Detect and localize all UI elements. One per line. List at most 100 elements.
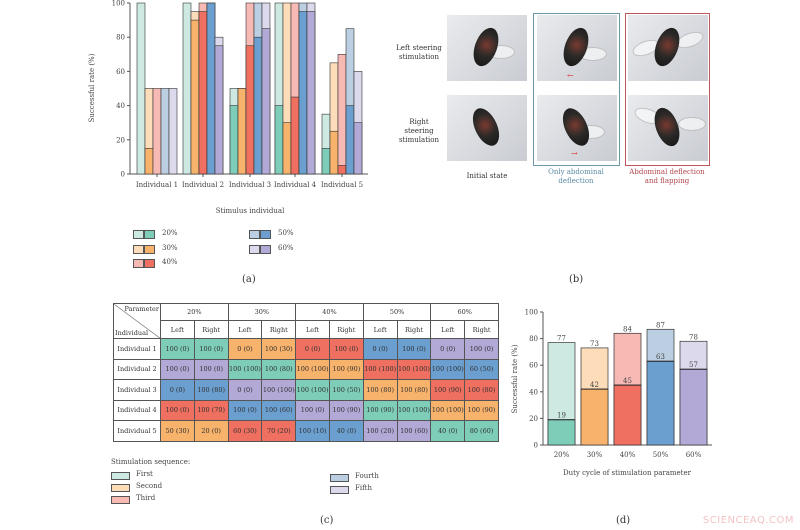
table-cell: 100 (20) [362,420,398,442]
param-header: 40% [295,303,364,321]
side-header-right: Right [464,320,499,339]
table-cell: 100 (30) [261,338,297,360]
table-cell: 100 (90) [464,399,499,421]
bar-first [613,384,642,446]
corner-individual-label: Individual [115,329,149,337]
table-cell: 0 (0) [227,379,263,401]
row-header: Individual 2 [113,358,161,380]
table-cell: 100 (80) [193,379,229,401]
watermark: SCIENCEAQ.COM [702,515,794,526]
sequence-swatch [111,496,130,504]
data-label-first: 57 [689,361,698,369]
bar-total-40% [337,53,347,175]
chart-d-xlabel: Duty cycle of stimulation parameter [563,469,692,477]
legend-label: 20% [162,229,178,237]
chart-a-xlabel: Stimulus individual [216,207,285,215]
table-cell: 100 (100) [396,358,432,380]
bar-first-50% [206,2,216,175]
bar-first-50% [253,36,263,175]
bar-first-40% [198,11,208,175]
corner-parameter-label: Parameter [124,305,159,313]
table-cell: 100 (0) [193,358,229,380]
table-cell: 100 (50) [328,379,364,401]
bar-total-40% [152,88,162,175]
data-label-first: 45 [623,377,632,385]
bar-total-50% [160,88,170,175]
y-tick-label: 40 [116,102,125,110]
legend-swatch-light [249,230,260,239]
table-cell: 100 (60) [396,420,432,442]
bar-first [646,360,675,446]
x-tick-label: Individual 4 [274,181,317,189]
legend-label: 60% [278,244,294,252]
x-tick-label: 20% [554,451,570,459]
bar-first-30% [237,88,247,175]
y-tick-label: 100 [112,0,125,8]
row-header: Individual 3 [113,379,161,401]
table-row: Individual 4 100 (0) 100 (70) 100 (0) 100 (6… [113,399,499,421]
bar-first-30% [329,130,339,175]
bar-first-50% [345,105,355,175]
bar-total-20% [182,2,192,175]
table-cell: 100 (80) [362,379,398,401]
y-tick-label: 40 [529,388,538,396]
table-cell: 100 (0) [160,358,195,380]
table-cell: 100 (80) [464,379,499,401]
table-cell: 100 (70) [193,399,229,421]
y-tick-label: 80 [529,335,538,343]
deflection-flapping-frame [625,13,710,166]
sequence-label: First [136,470,153,478]
table-cell: 100 (0) [295,399,330,421]
y-tick-label: 20 [116,136,125,144]
bar-first [679,368,708,446]
table-cell: 0 (0) [362,338,398,360]
table-cell: 70 (20) [261,420,297,442]
x-tick-label: 60% [686,451,702,459]
row-label-left: Left steering stimulation [396,44,442,61]
y-tick-label: 0 [534,442,538,450]
panel-label-c: (c) [320,515,334,526]
table-row: Individual 5 50 (30) 20 (0) 60 (30) 70 (20) 1… [113,420,499,442]
table-corner: Parameter Individual [113,303,161,339]
table-cell: 100 (80) [261,358,297,380]
data-label-total: 73 [590,340,599,348]
side-header-right: Right [328,320,364,339]
legend-swatch-dark [144,259,155,268]
table-cell: 100 (80) [396,379,432,401]
table-cell: 100 (0) [227,399,263,421]
x-tick-label: Individual 5 [321,181,363,189]
legend-swatch-dark [144,245,155,254]
table-cell: 60 (30) [227,420,263,442]
caption-deflection: Only abdominal deflection [548,168,604,185]
bar-first-40% [337,165,347,175]
side-header-left: Left [295,320,330,339]
sequence-label: Third [136,494,156,502]
table-cell: 100 (100) [227,358,263,380]
sequence-swatch [111,484,130,492]
x-tick-label: 40% [620,451,636,459]
y-tick-label: 60 [529,362,538,370]
table-cell: 100 (0) [160,338,195,360]
table-cell: 0 (0) [430,338,466,360]
sequence-swatch [330,474,349,482]
y-tick-label: 0 [121,171,125,179]
row-label-right: Right steering stimulation [399,118,439,144]
data-label-total: 78 [689,333,698,341]
side-header-left: Left [227,320,263,339]
table-cell: 100 (60) [261,399,297,421]
panel-label-a: (a) [242,274,256,285]
table-cell: 60 (50) [464,358,499,380]
data-label-first: 42 [590,381,599,389]
data-label-total: 77 [557,335,566,343]
sequence-legend-title: Stimulation sequence: [111,458,191,466]
x-tick-label: Individual 1 [136,181,178,189]
table-cell: 100 (100) [430,399,466,421]
table-cell: 100 (0) [160,399,195,421]
y-tick-label: 20 [529,415,538,423]
stimulation-table: Parameter Individual 20% 30% 40% 50% 60% Left Ri… [113,303,499,442]
table-cell: 100 (0) [193,338,229,360]
table-cell: 40 (0) [430,420,466,442]
table-cell: 100 (10) [295,420,330,442]
